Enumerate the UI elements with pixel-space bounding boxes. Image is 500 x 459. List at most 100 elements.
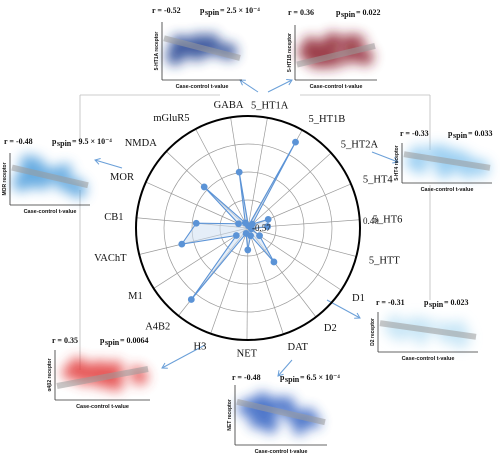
radar-axis-label-NMDA: NMDA xyxy=(125,138,158,149)
radar-axis-label-VAChT: VAChT xyxy=(94,253,127,264)
connector-arrowhead-4 xyxy=(354,312,361,319)
inset-ylabel: α4β2 receptor xyxy=(47,358,53,391)
inset-a4b2: r = 0.35 p spin = 0.0064 Case-control t-valu… xyxy=(47,336,150,410)
inset-xlabel: Case-control t-value xyxy=(176,84,229,90)
inset-r-label: r = -0.33 xyxy=(400,129,429,138)
inset-xlabel: Case-control t-value xyxy=(24,209,77,215)
inset-5ht4: r = -0.33 p spin = 0.033 Case-control t-valu… xyxy=(394,129,493,193)
connector-arrow-7 xyxy=(94,159,123,169)
inset-p-value: = 0.023 xyxy=(444,298,469,307)
radar-axis-label-5_HT6: 5_HT6 xyxy=(373,214,403,225)
radar-spoke xyxy=(247,227,284,335)
inset-p-label: p xyxy=(100,336,105,345)
radar-spoke xyxy=(195,128,249,229)
inset-regression-band xyxy=(56,366,149,389)
radar-spoke xyxy=(247,152,332,229)
inset-net: r = -0.48 p spin = 6.5 × 10⁻⁴ Case-control t… xyxy=(227,373,340,455)
inset-p-subscript: spin xyxy=(341,10,356,19)
radar-axis-label-CB1: CB1 xyxy=(104,212,123,223)
radar-axis-label-H3: H3 xyxy=(193,341,206,352)
inset-point xyxy=(414,330,429,345)
inset-p-value: = 2.5 × 10⁻⁴ xyxy=(220,6,260,15)
inset-cloud-mor xyxy=(12,154,87,198)
radar-point-CB1 xyxy=(192,219,200,227)
inset-mor: r = -0.48 p spin = 9.5 × 10⁻⁴ Case-control t… xyxy=(2,137,112,215)
radar-point-A4B2 xyxy=(187,296,195,303)
inset-xlabel: Case-control t-value xyxy=(76,404,129,410)
inset-p-label: p xyxy=(200,6,205,15)
inset-r-label: r = 0.35 xyxy=(52,336,78,345)
inset-5ht1b: r = 0.36 p spin = 0.022 Case-control t-value… xyxy=(287,8,381,90)
radar-point-MOR xyxy=(235,220,242,228)
radar-point-GABA xyxy=(235,168,243,176)
inset-regression-band xyxy=(379,320,477,340)
inset-point xyxy=(328,34,342,47)
radar-point-VAChT xyxy=(178,240,186,248)
inset-p-label: p xyxy=(424,298,429,307)
radar-spoke xyxy=(247,227,357,257)
radar-axis-label-M1: M1 xyxy=(128,291,143,302)
inset-p-label: p xyxy=(336,8,341,17)
radar-point-H3 xyxy=(242,230,250,237)
inset-p-subscript: spin xyxy=(205,8,220,17)
radar-axis-label-5_HTT: 5_HTT xyxy=(369,255,400,266)
inset-regression-band xyxy=(236,398,326,426)
radar-axis-label-NET: NET xyxy=(237,348,258,359)
radar-tick-outer: 0.40 xyxy=(363,216,379,226)
inset-regression-band xyxy=(296,42,376,68)
inset-point xyxy=(351,34,362,45)
radar-axis-label-5_HT1B: 5_HT1B xyxy=(309,114,346,125)
inset-point xyxy=(56,180,68,192)
inset-p-subscript: spin xyxy=(57,139,72,148)
radar-chart: 5_HT1A 5_HT1B 5_HT2A 5_HT4 5_HT6 5_HTT D1 D2 DAT… xyxy=(94,100,402,359)
radar-point-NET xyxy=(244,246,252,254)
radar-point-D2 xyxy=(270,258,278,266)
connector-arrow-3 xyxy=(371,151,399,163)
inset-p-subscript: spin xyxy=(453,131,468,140)
radar-axis-label-GABA: GABA xyxy=(214,100,244,111)
inset-xlabel: Case-control t-value xyxy=(310,84,363,90)
inset-point xyxy=(68,368,79,380)
inset-d2: r = -0.31 p spin = 0.023 Case-control t-valu… xyxy=(370,298,478,362)
inset-regression-band xyxy=(403,151,491,171)
inset-p-label: p xyxy=(448,129,453,138)
radar-point-mGluR5 xyxy=(241,219,249,227)
inset-point xyxy=(261,416,279,433)
inset-r-label: r = -0.48 xyxy=(232,373,261,382)
radar-point-M1 xyxy=(232,232,240,239)
connector-arrows xyxy=(94,79,399,377)
inset-ylabel: MOR receptor xyxy=(2,162,8,195)
radar-axis-label-mGluR5: mGluR5 xyxy=(153,113,189,124)
radar-point-5_HT6 xyxy=(264,223,271,230)
connector-arrowhead-3 xyxy=(392,157,399,164)
inset-regression-band xyxy=(11,164,89,189)
connector-arrowhead-6 xyxy=(161,362,168,369)
connector-arrowhead-1 xyxy=(239,79,246,86)
inset-point xyxy=(356,48,374,66)
radar-point-5_HTT xyxy=(247,225,255,233)
radar-ring-2 xyxy=(191,171,305,285)
connector-arrowhead-5 xyxy=(277,370,284,377)
radar-axis-label-5_HT1A: 5_HT1A xyxy=(251,100,289,111)
inset-xlabel: Case-control t-value xyxy=(402,356,455,362)
inset-ylabel: NET receptor xyxy=(227,399,233,430)
radar-spoke xyxy=(210,227,249,334)
inset-ylabel: 5-HT4 receptor xyxy=(394,145,400,180)
inset-p-value: = 0.022 xyxy=(356,8,381,17)
connector-arrow-5 xyxy=(277,359,293,377)
inset-p-value: = 9.5 × 10⁻⁴ xyxy=(72,137,112,146)
inset-ylabel: D2 receptor xyxy=(370,318,376,346)
radar-tick-center: -0.57 xyxy=(252,223,271,233)
radar-axis-label-D1: D1 xyxy=(352,293,365,304)
radar-outer-ring xyxy=(135,115,361,341)
inset-p-value: = 0.0064 xyxy=(120,336,149,345)
connector-arrow-6 xyxy=(161,344,206,369)
radar-axis-label-MOR: MOR xyxy=(110,172,134,183)
radar-axis-label-DAT: DAT xyxy=(287,342,308,353)
inset-p-value: = 6.5 × 10⁻⁴ xyxy=(300,373,340,382)
inset-point xyxy=(12,176,28,192)
radar-ring-3 xyxy=(163,143,333,313)
inset-point xyxy=(308,41,319,52)
